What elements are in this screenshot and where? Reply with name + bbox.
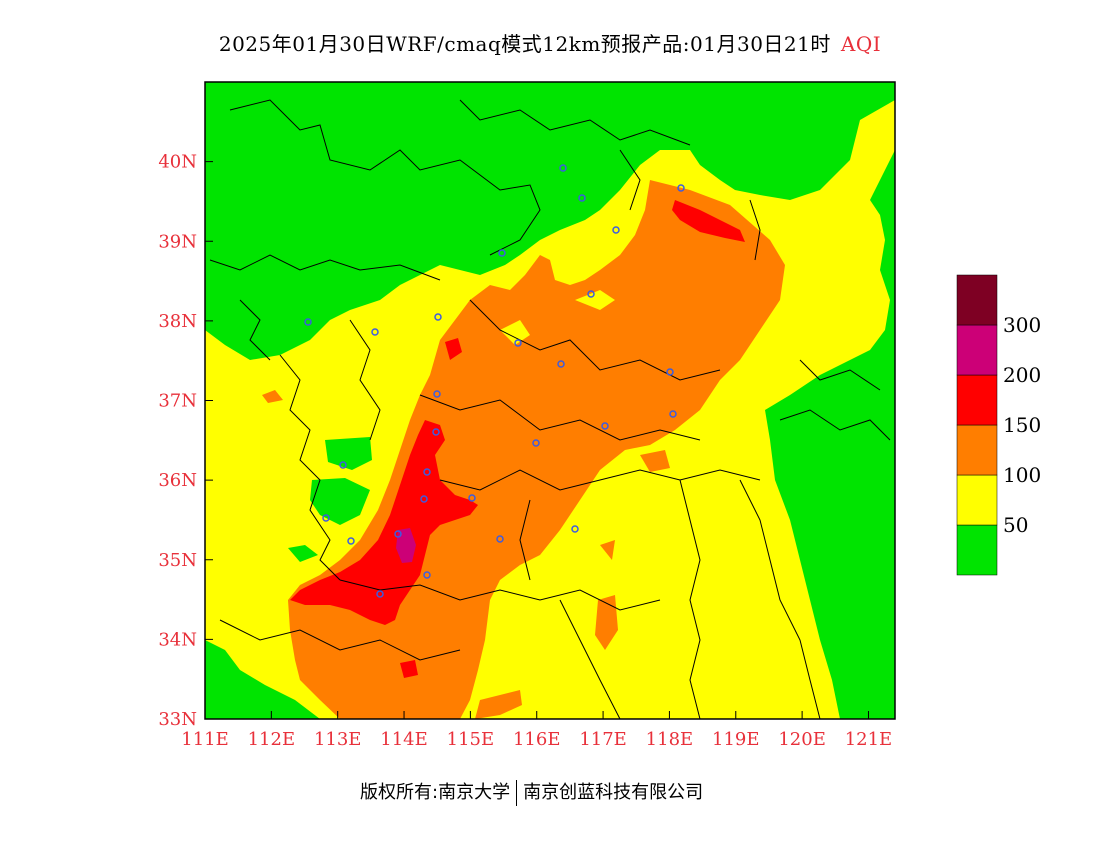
y-tick-label: 40N	[158, 152, 197, 173]
x-tick-label: 116E	[513, 729, 561, 750]
title-variable: AQI	[840, 32, 882, 56]
legend-swatch	[956, 474, 998, 526]
legend-label: 150	[1003, 413, 1041, 437]
legend-label: 50	[1003, 513, 1028, 537]
credit-divider	[516, 780, 518, 806]
legend-swatch	[956, 274, 998, 326]
x-tick-label: 113E	[314, 729, 362, 750]
legend-swatch	[956, 324, 998, 376]
legend-label: 100	[1003, 463, 1041, 487]
aqi-legend: 50 100 150 200 300	[956, 274, 1041, 576]
y-tick-label: 35N	[158, 550, 197, 571]
x-tick-label: 119E	[712, 729, 760, 750]
y-tick-label: 33N	[158, 709, 197, 730]
aqi-very-unhealthy-zones	[396, 528, 416, 563]
y-tick-label: 38N	[158, 311, 197, 332]
province-boundaries	[209, 99, 891, 720]
map-plot-area	[204, 81, 896, 720]
y-tick-label: 37N	[158, 391, 197, 412]
y-tick-label: 36N	[158, 470, 197, 491]
x-tick-label: 118E	[646, 729, 694, 750]
title-text: 2025年01月30日WRF/cmaq模式12km预报产品:01月30日21时	[218, 32, 831, 56]
x-tick-label: 111E	[181, 729, 229, 750]
legend-label: 200	[1003, 363, 1041, 387]
legend-swatch	[956, 374, 998, 426]
copyright-credit: 版权所有:南京大学 南京创蓝科技有限公司	[360, 778, 703, 806]
y-tick-label: 34N	[158, 629, 197, 650]
credit-left: 版权所有:南京大学	[360, 782, 511, 803]
legend-swatch	[956, 524, 998, 576]
x-tick-label: 115E	[447, 729, 495, 750]
x-tick-label: 117E	[579, 729, 627, 750]
legend-label: 300	[1003, 313, 1041, 337]
aqi-moderate-islands	[500, 290, 615, 345]
x-tick-label: 112E	[248, 729, 296, 750]
legend-swatch	[956, 424, 998, 476]
aqi-unhealthy-zones	[290, 200, 745, 678]
map-title: 2025年01月30日WRF/cmaq模式12km预报产品:01月30日21时 A…	[0, 28, 1100, 57]
x-axis: 111E 112E 113E 114E 115E 116E 117E 118E 119E 120E…	[181, 711, 892, 750]
credit-right: 南京创蓝科技有限公司	[523, 782, 704, 803]
y-axis: 33N 34N 35N 36N 37N 38N 39N 40N	[158, 152, 213, 730]
x-tick-label: 114E	[380, 729, 428, 750]
x-tick-label: 121E	[845, 729, 893, 750]
city-markers	[304, 164, 685, 598]
aqi-good-zones	[205, 82, 895, 719]
y-tick-label: 39N	[158, 231, 197, 252]
x-tick-label: 120E	[778, 729, 826, 750]
